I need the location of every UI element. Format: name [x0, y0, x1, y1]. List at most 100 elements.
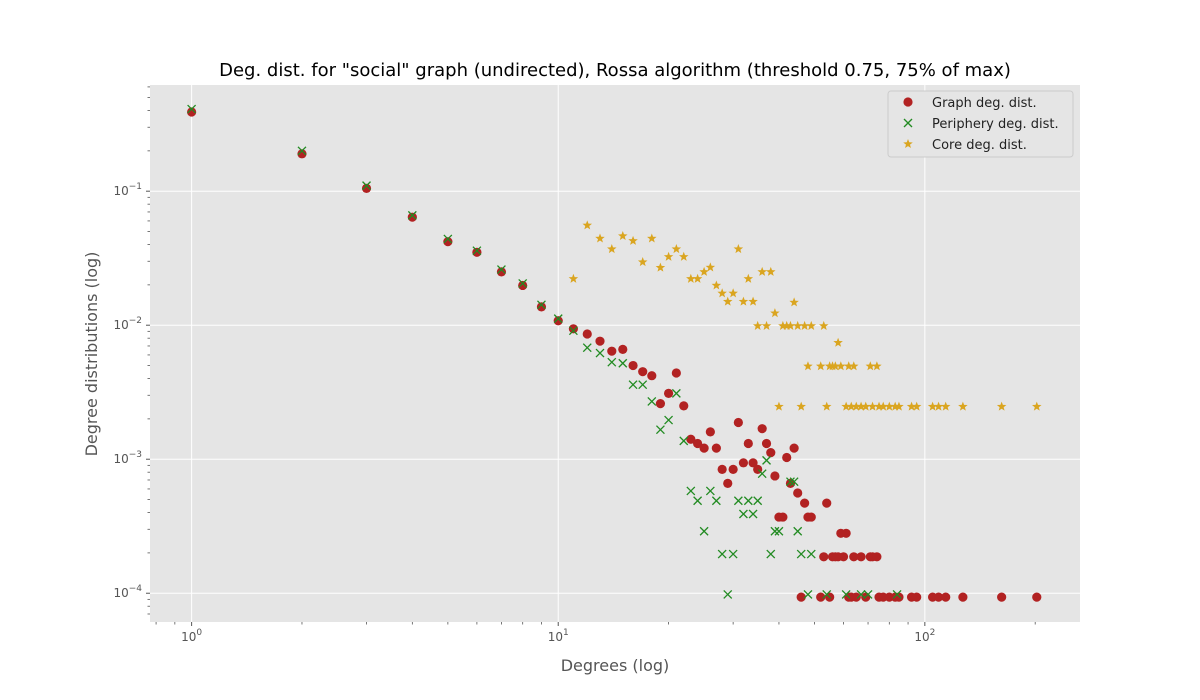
graph-point [582, 329, 592, 339]
core-point [728, 288, 738, 298]
graph-point [647, 371, 657, 381]
periphery-point [766, 549, 776, 559]
graph-point [638, 367, 648, 377]
core-point [637, 257, 648, 267]
legend-marker [903, 97, 913, 107]
graph-point [796, 592, 806, 602]
core-point [830, 361, 841, 371]
core-point [894, 401, 904, 411]
periphery-point [743, 496, 753, 506]
axis-ticks [146, 86, 1036, 626]
graph-point [361, 183, 372, 193]
core-point [806, 320, 817, 330]
legend-periphery-marker [903, 118, 913, 128]
graph-point [407, 212, 417, 222]
legend-marker [903, 139, 913, 149]
y-tick-label: 10−2 [113, 316, 142, 332]
graph-point [628, 360, 638, 371]
periphery-point [595, 348, 605, 358]
core-point [799, 320, 810, 330]
core-point [778, 320, 788, 330]
core-point [774, 401, 784, 411]
graph-point [785, 478, 796, 489]
graph-point [770, 471, 780, 481]
core-point [849, 361, 859, 371]
periphery-point [762, 455, 771, 465]
legend-marker [903, 118, 913, 128]
core-point [874, 401, 884, 411]
graph-point [822, 498, 832, 508]
graph-point [711, 443, 721, 453]
periphery-point [362, 181, 371, 191]
periphery-point [774, 526, 784, 536]
core-point [618, 231, 628, 241]
periphery-point [518, 278, 528, 288]
core-point [711, 280, 722, 290]
graph-point [568, 324, 578, 334]
series-graph [187, 107, 1042, 602]
y-tick-label: 10−3 [113, 450, 142, 466]
x-axis-label: Degrees (log) [561, 656, 670, 675]
graph-point [743, 438, 753, 449]
core-point [655, 262, 666, 272]
legend-core-marker [903, 139, 913, 149]
graph-point [819, 552, 829, 562]
graph-point [443, 237, 453, 247]
periphery-point [693, 496, 703, 506]
periphery-point [187, 104, 197, 114]
graph-point [733, 417, 743, 428]
core-point [846, 401, 857, 411]
graph-point [997, 592, 1007, 602]
graph-point [912, 592, 922, 602]
core-point [789, 297, 799, 307]
periphery-point [723, 589, 733, 599]
core-point [927, 401, 938, 411]
graph-point [841, 528, 851, 538]
core-point [738, 296, 749, 306]
core-point [933, 401, 944, 411]
periphery-point [568, 326, 578, 336]
core-point [568, 273, 579, 283]
periphery-point [822, 589, 832, 599]
core-point [766, 266, 776, 276]
y-tick-label: 10−1 [113, 182, 142, 198]
graph-point [717, 464, 727, 474]
graph-point [607, 346, 617, 356]
graph-point [941, 592, 951, 602]
grid-lines [150, 85, 1080, 622]
core-point [841, 401, 851, 411]
graph-point [693, 438, 703, 449]
legend-core-label: Core deg. dist. [932, 138, 1027, 153]
core-point [686, 273, 696, 283]
periphery-point [757, 469, 767, 479]
core-point [819, 320, 829, 330]
core-point [699, 266, 709, 276]
graph-point [518, 280, 528, 291]
periphery-point [793, 526, 803, 536]
graph-point [793, 488, 803, 498]
graph-point [778, 512, 788, 522]
periphery-point [443, 234, 453, 244]
periphery-point [297, 146, 307, 156]
core-point [911, 401, 922, 411]
periphery-point [753, 496, 763, 506]
legend-graph-marker [903, 97, 913, 107]
graph-point [472, 247, 482, 257]
core-point [761, 320, 772, 330]
graph-point [679, 401, 689, 411]
core-point [671, 244, 682, 254]
core-point [607, 244, 617, 254]
periphery-point [407, 210, 417, 220]
core-point [717, 288, 727, 298]
core-point [722, 296, 733, 306]
graph-point [655, 399, 666, 409]
periphery-point [536, 300, 546, 310]
core-point [836, 361, 846, 371]
y-tick-label: 10−4 [113, 584, 142, 600]
graph-point [856, 552, 866, 562]
data-marks [187, 104, 1042, 602]
legend: Graph deg. dist. Periphery deg. dist. Co… [887, 90, 1074, 158]
periphery-point [786, 477, 795, 487]
core-point [628, 235, 638, 245]
